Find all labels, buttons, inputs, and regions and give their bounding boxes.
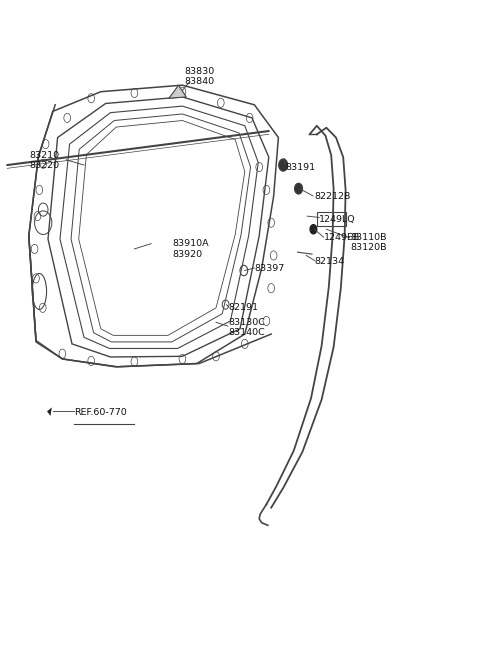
Text: 82212B: 82212B xyxy=(314,192,351,201)
Text: 83130C
83140C: 83130C 83140C xyxy=(228,318,265,337)
Polygon shape xyxy=(169,85,186,98)
Text: 1249LQ: 1249LQ xyxy=(319,215,356,224)
Circle shape xyxy=(310,225,317,234)
Circle shape xyxy=(279,159,288,171)
Text: REF.60-770: REF.60-770 xyxy=(74,408,127,417)
Text: 83110B
83120B: 83110B 83120B xyxy=(350,233,387,252)
Text: 1249EB: 1249EB xyxy=(324,233,360,242)
Circle shape xyxy=(295,183,302,194)
Text: 83910A
83920: 83910A 83920 xyxy=(173,239,209,259)
Text: 82191: 82191 xyxy=(228,303,258,312)
Text: 83210
83220: 83210 83220 xyxy=(30,151,60,170)
Text: 83397: 83397 xyxy=(254,264,285,273)
Text: 82134: 82134 xyxy=(314,257,345,267)
Text: 83830
83840: 83830 83840 xyxy=(184,67,215,86)
Polygon shape xyxy=(47,407,52,416)
Text: 83191: 83191 xyxy=(286,162,316,172)
